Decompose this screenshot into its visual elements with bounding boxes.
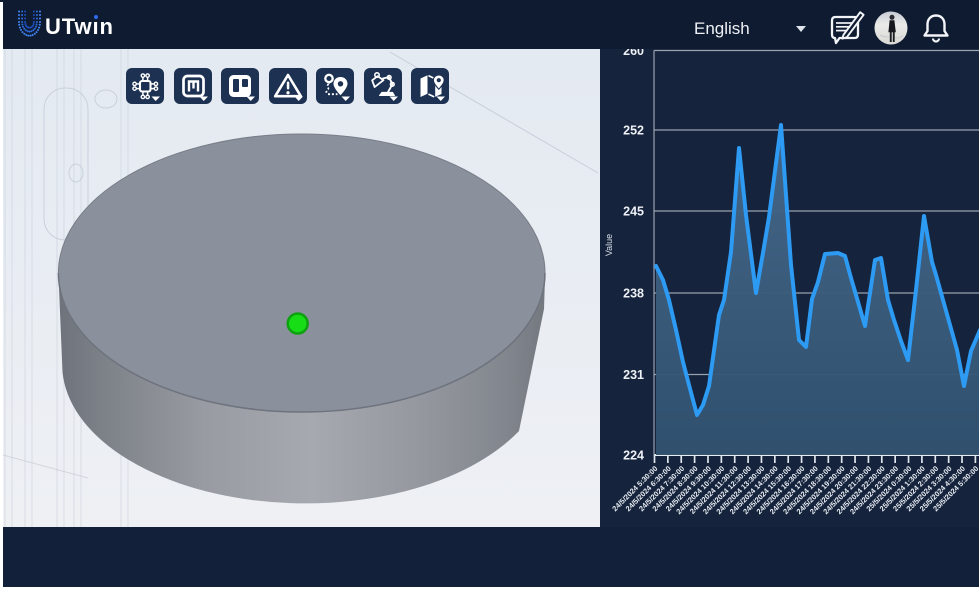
svg-text:260: 260 [623,49,644,58]
svg-text:231: 231 [623,368,644,382]
svg-text:245: 245 [623,205,644,219]
svg-text:238: 238 [623,287,644,301]
svg-text:224: 224 [623,449,644,463]
svg-text:Value: Value [604,234,614,256]
svg-text:252: 252 [623,124,644,138]
